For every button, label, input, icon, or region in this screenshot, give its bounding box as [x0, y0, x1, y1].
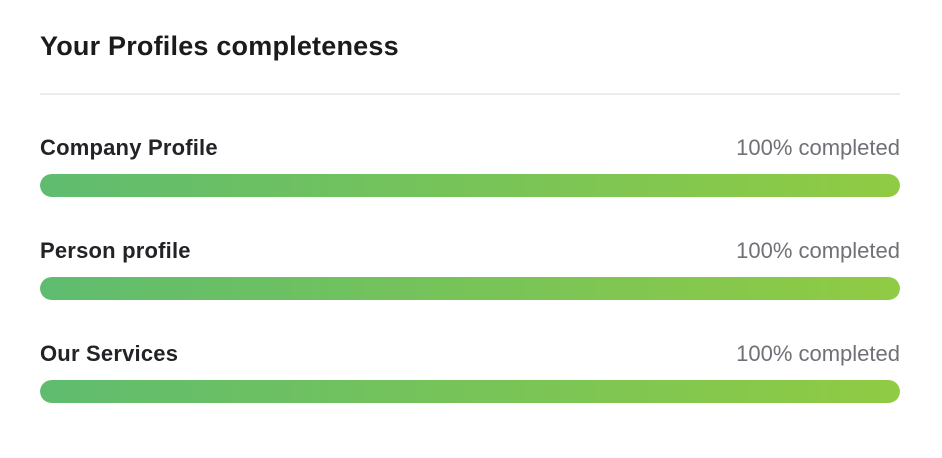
progress-bar-fill	[40, 174, 900, 197]
profile-status: 100% completed	[736, 238, 900, 263]
progress-bar-track	[40, 277, 900, 300]
divider	[40, 93, 900, 95]
progress-bar-fill	[40, 277, 900, 300]
profile-row-services: Our Services 100% completed	[40, 341, 900, 403]
profile-label: Company Profile	[40, 135, 218, 160]
profile-label: Our Services	[40, 341, 179, 366]
row-header: Our Services 100% completed	[40, 341, 900, 367]
progress-bar-fill	[40, 380, 900, 403]
progress-bar-track	[40, 380, 900, 403]
profile-status: 100% completed	[736, 341, 900, 366]
progress-bar-track	[40, 174, 900, 197]
row-header: Company Profile 100% completed	[40, 135, 900, 161]
profile-row-company: Company Profile 100% completed	[40, 135, 900, 197]
profile-rows: Company Profile 100% completed Person pr…	[40, 135, 900, 403]
profile-row-person: Person profile 100% completed	[40, 238, 900, 300]
page-title: Your Profiles completeness	[40, 31, 399, 61]
profile-label: Person profile	[40, 238, 191, 263]
row-header: Person profile 100% completed	[40, 238, 900, 264]
profiles-completeness-panel: Your Profiles completeness Company Profi…	[40, 31, 900, 403]
profile-status: 100% completed	[736, 135, 900, 160]
